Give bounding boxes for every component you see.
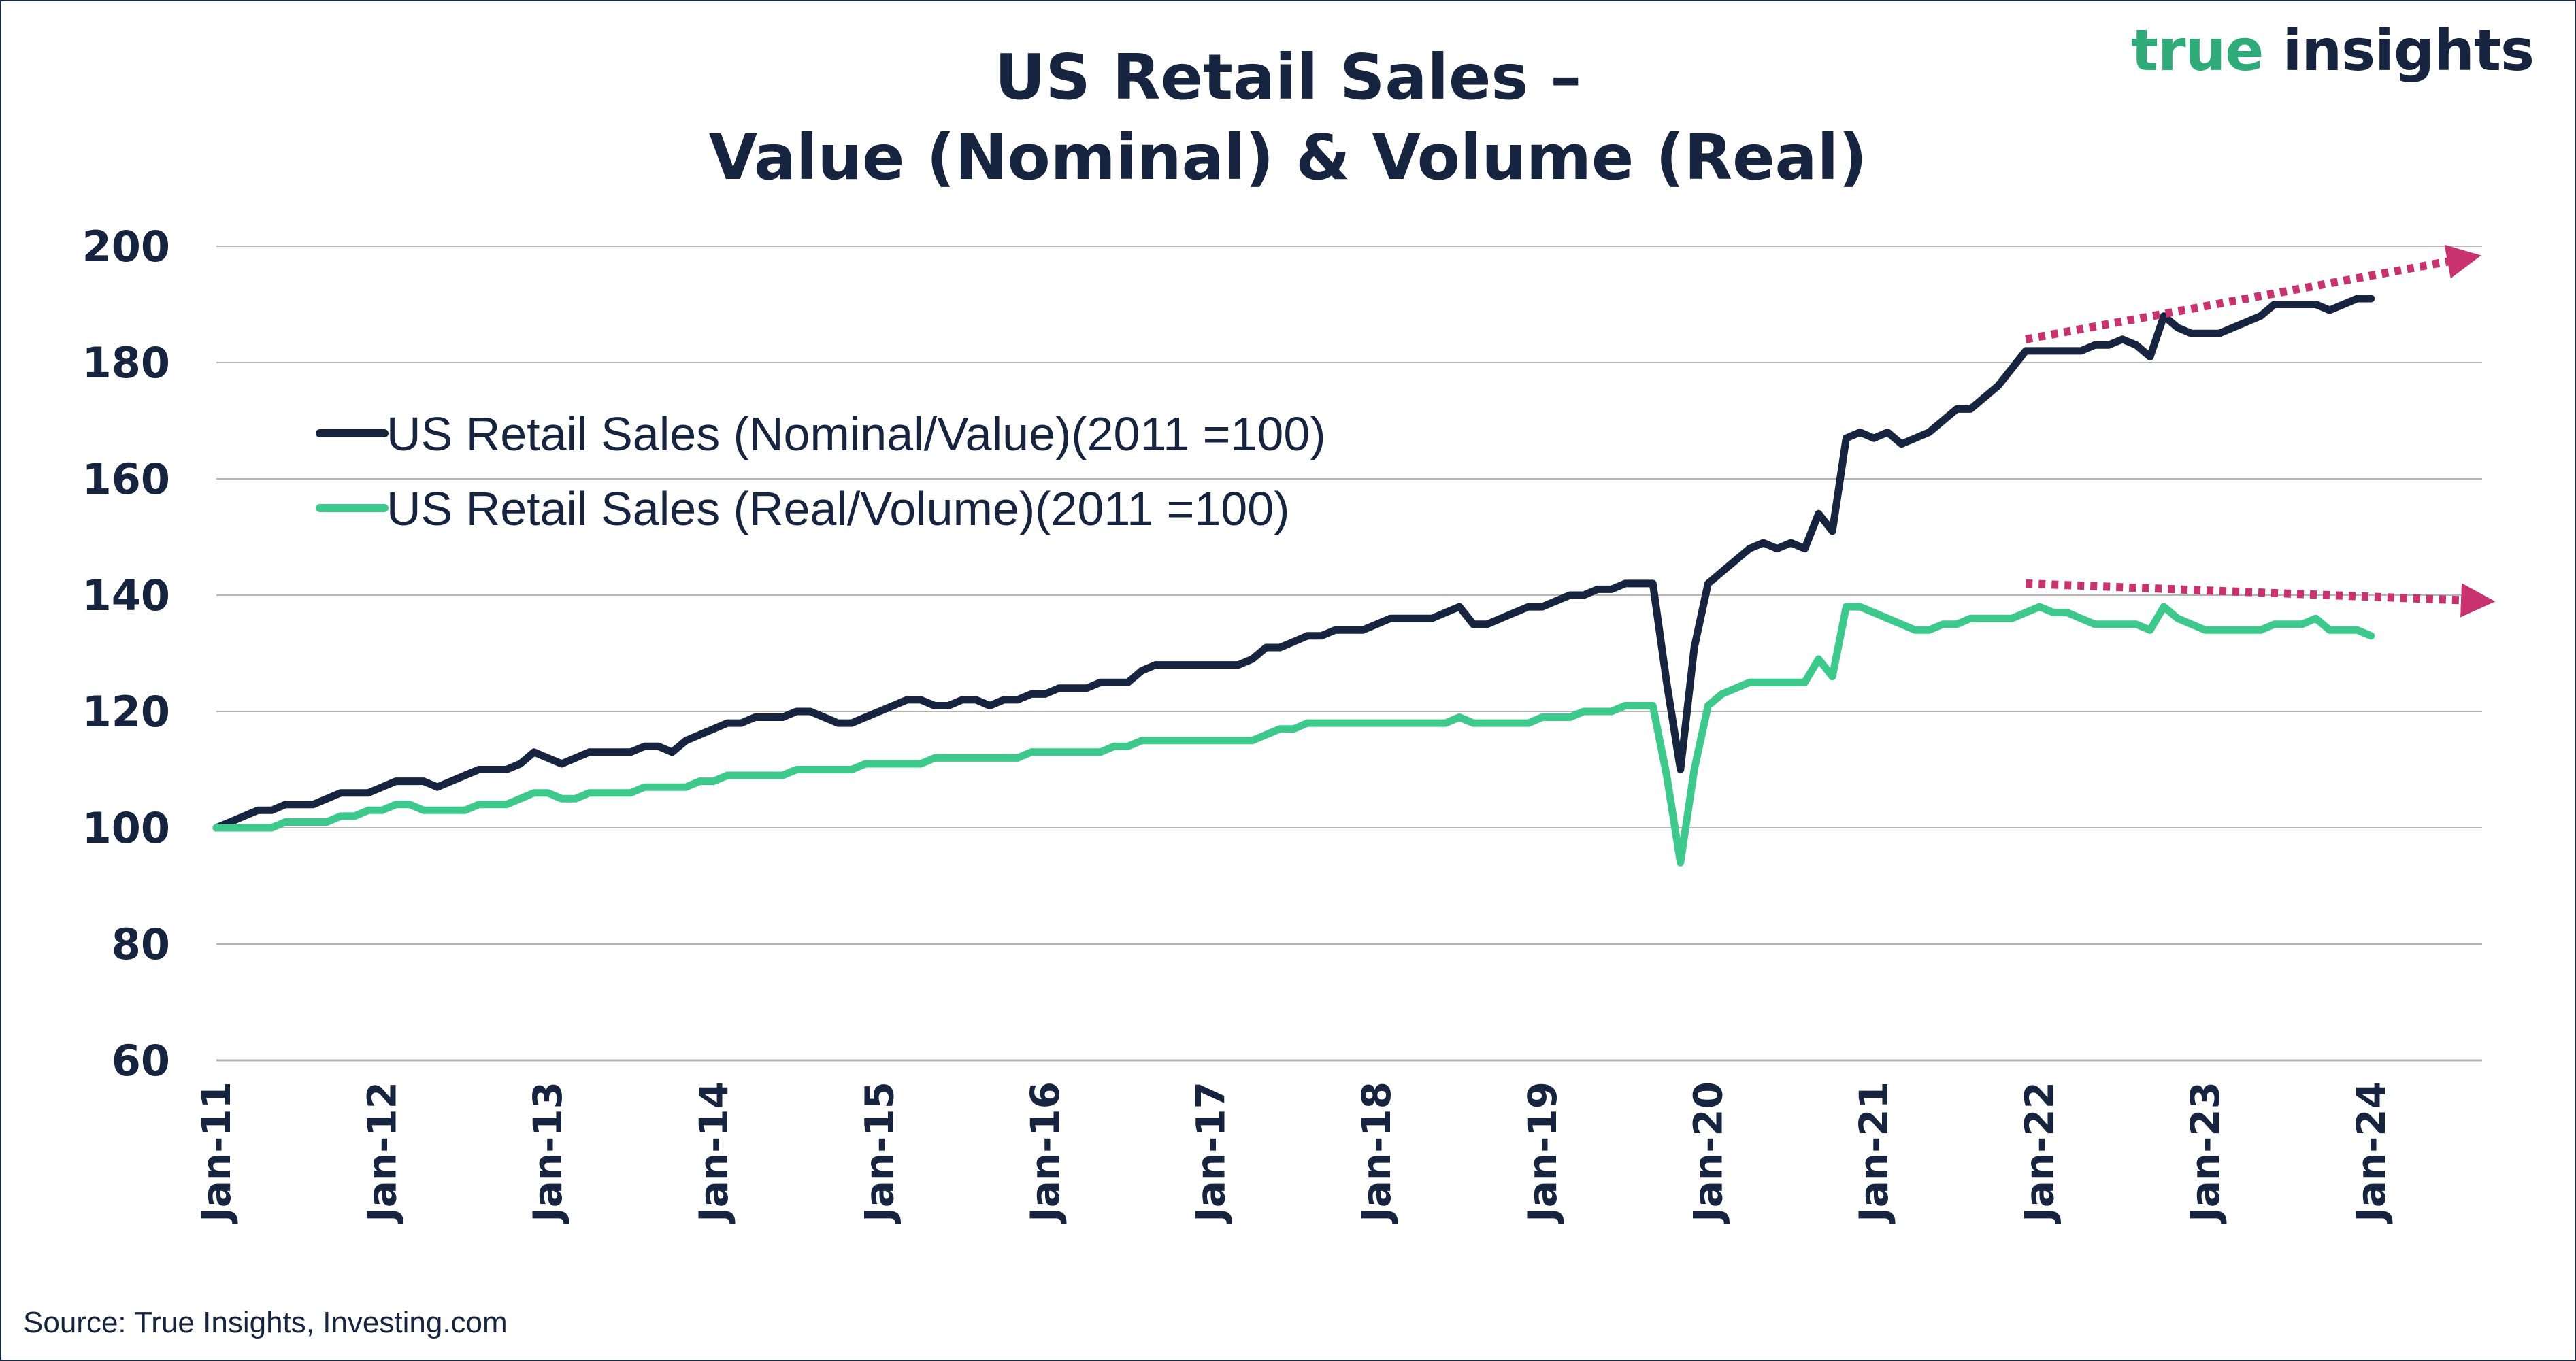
x-tick-label: Jan-20: [1685, 1081, 1731, 1225]
x-tick-label: Jan-14: [691, 1081, 737, 1225]
brand-logo-word-2: insights: [2282, 17, 2534, 84]
x-tick-label: Jan-17: [1188, 1081, 1234, 1225]
source-note: Source: True Insights, Investing.com: [23, 1306, 508, 1339]
trend-arrow-real: [2026, 579, 2496, 618]
legend-label-real: US Retail Sales (Real/Volume)(2011 =100): [386, 482, 1289, 535]
x-tick-label: Jan-21: [1851, 1081, 1897, 1225]
x-tick-label: Jan-18: [1353, 1081, 1400, 1225]
y-tick-label: 160: [82, 454, 170, 504]
y-tick-label: 200: [82, 222, 170, 271]
chart-title-line-1: US Retail Sales –: [994, 41, 1582, 114]
y-tick-label: 60: [112, 1036, 170, 1086]
x-tick-label: Jan-13: [525, 1081, 571, 1225]
x-tick-label: Jan-16: [1022, 1081, 1068, 1225]
legend-label-nominal: US Retail Sales (Nominal/Value)(2011 =10…: [386, 407, 1326, 460]
chart-title-line-2: Value (Nominal) & Volume (Real): [708, 121, 1868, 194]
x-tick-label: Jan-15: [856, 1081, 902, 1225]
brand-logo: true insights: [2131, 22, 2534, 79]
real-series-line: [212, 603, 2375, 867]
y-tick-label: 180: [82, 338, 170, 388]
x-tick-label: Jan-11: [193, 1081, 240, 1225]
x-tick-label: Jan-19: [1519, 1081, 1566, 1225]
trend-arrow-nominal: [2025, 244, 2481, 343]
y-tick-label: 140: [82, 571, 170, 620]
x-tick-label: Jan-22: [2017, 1081, 2063, 1225]
y-tick-label: 100: [82, 803, 170, 853]
y-tick-label: 120: [82, 687, 170, 737]
nominal-series-line: [212, 295, 2375, 832]
y-tick-label: 80: [112, 920, 170, 969]
x-tick-label: Jan-24: [2348, 1081, 2394, 1225]
x-tick-label: Jan-23: [2182, 1081, 2228, 1225]
brand-logo-word-1: true: [2130, 17, 2264, 84]
x-tick-label: Jan-12: [359, 1081, 406, 1225]
